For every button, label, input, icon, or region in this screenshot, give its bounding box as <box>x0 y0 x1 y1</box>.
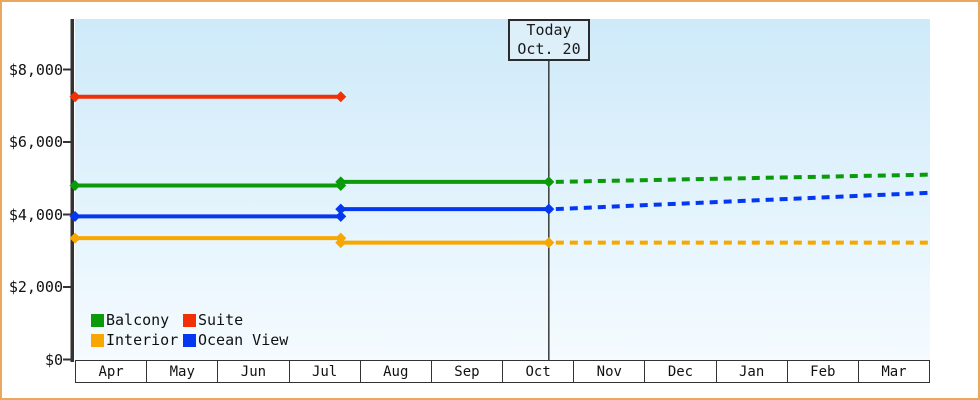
balcony-swatch-icon <box>91 313 104 327</box>
month-cell-jul: Jul <box>290 361 361 382</box>
plot-background <box>75 19 930 360</box>
today-annotation-line1: Today <box>526 21 572 39</box>
series-marker-balcony <box>543 176 555 188</box>
month-cell-sep: Sep <box>432 361 504 382</box>
month-cell-oct: Oct <box>503 361 575 382</box>
interior-swatch-icon <box>91 333 104 347</box>
month-cell-jan: Jan <box>717 361 788 382</box>
today-annotation-box: Today Oct. 20 <box>508 19 590 61</box>
legend-item-interior: Interior <box>91 331 183 349</box>
y-axis <box>70 19 74 362</box>
y-axis-label: $8,000 <box>8 60 63 79</box>
x-axis-month-band: Apr May Jun Jul Aug Sep Oct Nov Dec Jan Feb Mar <box>75 360 930 383</box>
series-marker-ocean-view <box>543 203 555 215</box>
legend-label: Interior <box>106 331 179 349</box>
legend-row: Interior Ocean View <box>91 330 288 350</box>
legend: Balcony Suite Interior Ocean View <box>91 310 288 350</box>
series-marker-ocean-view <box>69 210 81 222</box>
legend-item-balcony: Balcony <box>91 311 183 329</box>
month-cell-jun: Jun <box>218 361 290 382</box>
series-marker-balcony <box>335 176 347 188</box>
legend-label: Ocean View <box>198 331 289 349</box>
legend-label: Balcony <box>106 311 170 329</box>
month-cell-mar: Mar <box>881 363 907 380</box>
legend-item-suite: Suite <box>183 311 243 329</box>
series-marker-interior <box>543 237 555 249</box>
series-forecast-line-ocean-view <box>555 190 931 212</box>
y-axis-label: $6,000 <box>8 133 63 151</box>
today-annotation-line2: Oct. 20 <box>517 40 581 58</box>
month-cell-aug: Aug <box>361 361 432 382</box>
y-axis-label: $0 <box>44 350 63 369</box>
legend-row: Balcony Suite <box>91 310 288 330</box>
y-axis-label: $4,000 <box>8 205 63 224</box>
month-cell-nov: Nov <box>574 361 646 382</box>
legend-item-ocean-view: Ocean View <box>183 331 288 349</box>
month-cell-apr: Apr <box>76 361 148 382</box>
series-marker-suite <box>69 91 81 103</box>
suite-swatch-icon <box>183 313 196 327</box>
series-marker-balcony <box>69 180 81 191</box>
month-cell-feb: Feb <box>788 361 859 382</box>
ocean-view-swatch-icon <box>183 333 196 347</box>
series-marker-interior <box>69 232 81 244</box>
series-marker-interior <box>335 237 347 249</box>
series-forecast-line-balcony <box>555 172 931 184</box>
series-marker-ocean-view <box>335 210 347 222</box>
month-cell-dec: Dec <box>645 361 717 382</box>
month-cell-may: May <box>147 361 219 382</box>
series-marker-ocean-view <box>335 203 347 215</box>
legend-label: Suite <box>198 311 244 329</box>
series-marker-suite <box>335 91 347 103</box>
y-axis-label: $2,000 <box>8 278 63 296</box>
